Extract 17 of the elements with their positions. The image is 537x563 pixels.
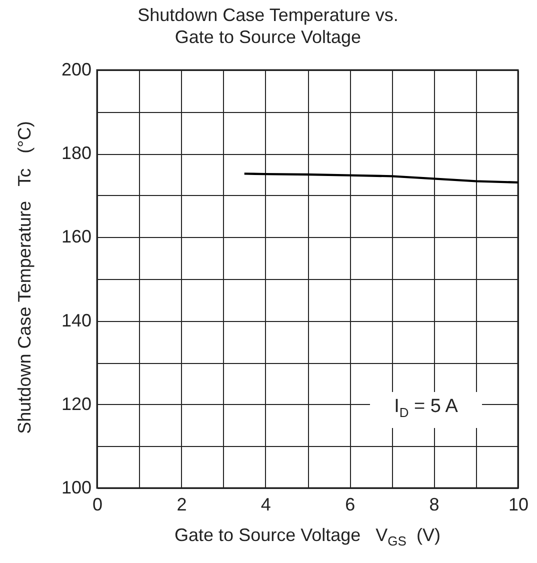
annotation: I$_{D}$ = 5 A bbox=[370, 392, 482, 428]
y-tick-label: 120 bbox=[61, 394, 92, 414]
y-tick-label: 100 bbox=[61, 478, 92, 498]
line-series bbox=[243, 172, 520, 184]
y-tick-label: 140 bbox=[61, 310, 92, 330]
x-tick-label: 2 bbox=[176, 494, 187, 514]
chart-title: Shutdown Case Temperature vs. Gate to Source Voltage bbox=[136, 4, 400, 48]
x-tick-label: 0 bbox=[92, 494, 103, 514]
y-axis-title: Shutdown Case Temperature Tc (°C) bbox=[14, 120, 36, 436]
x-tick-label: 6 bbox=[345, 494, 356, 514]
x-tick-label: 4 bbox=[260, 494, 271, 514]
x-tick-label: 8 bbox=[429, 494, 440, 514]
x-tick-label: 10 bbox=[508, 494, 529, 514]
y-tick-label: 160 bbox=[61, 226, 92, 247]
y-tick-label: 200 bbox=[61, 60, 92, 80]
x-axis-title: Gate to Source Voltage V$_{GS}$ (V) bbox=[174, 525, 442, 549]
y-tick-label: 180 bbox=[61, 143, 92, 164]
